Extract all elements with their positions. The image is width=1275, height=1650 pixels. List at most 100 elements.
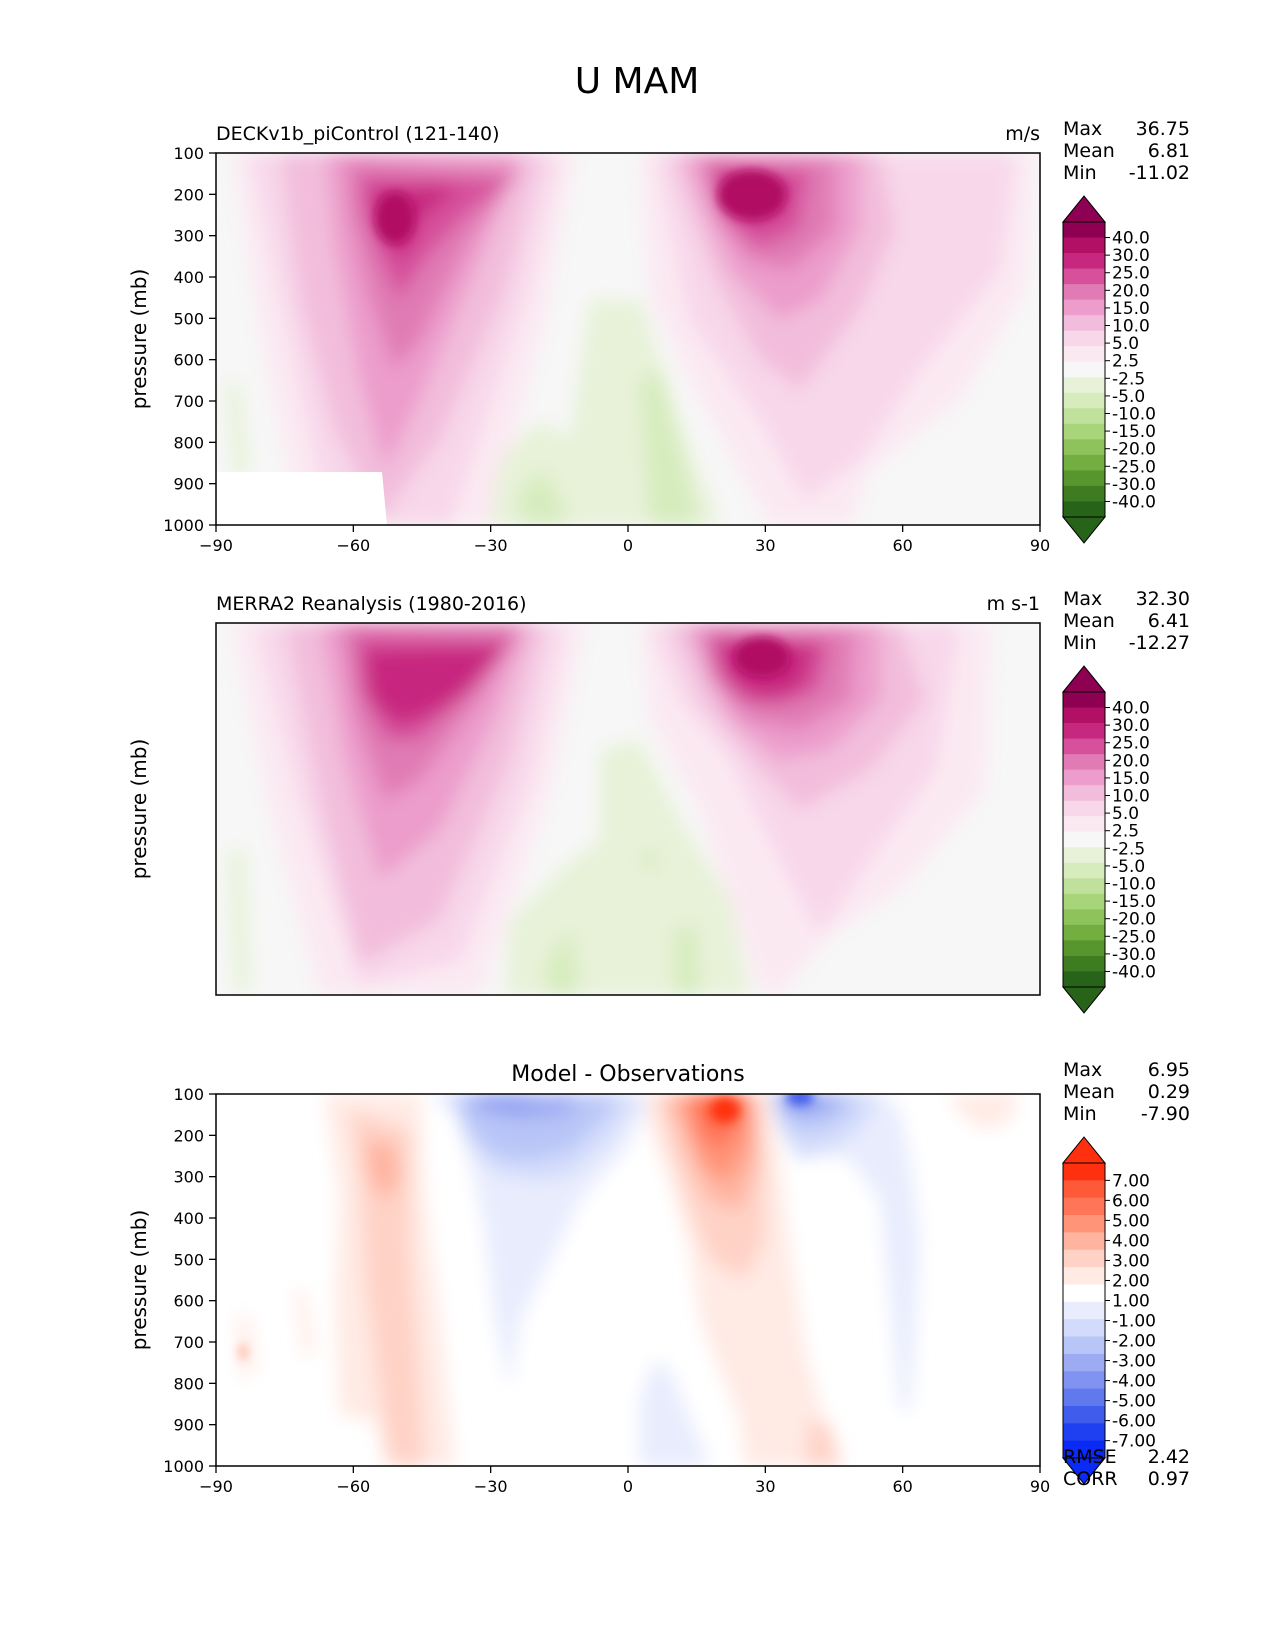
colorbar-label: 30.0	[1112, 246, 1150, 266]
stats-box: Max 6.95 Mean 0.29 Min -7.90	[1063, 1059, 1190, 1125]
colorbar-swatch	[1063, 800, 1105, 817]
colorbar-label: -2.00	[1112, 1332, 1156, 1352]
y-tick-label: 1000	[163, 516, 204, 535]
y-tick-label: 400	[173, 268, 204, 287]
colorbar-extend-max	[1061, 1136, 1107, 1164]
x-tick-label: 90	[1030, 1477, 1050, 1496]
y-tick-label: 200	[173, 185, 204, 204]
x-tick-label: 0	[623, 1477, 633, 1496]
colorbar-label: 7.00	[1112, 1171, 1150, 1191]
colorbar: 40.030.025.020.015.010.05.02.5-2.5-5.0-1…	[1061, 665, 1156, 1014]
colorbar-label: 3.00	[1112, 1251, 1150, 1271]
colorbar-extend-max	[1061, 665, 1107, 693]
y-tick-label: 200	[173, 1126, 204, 1145]
stat-label: Min	[1063, 1103, 1097, 1125]
colorbar-swatch	[1063, 454, 1105, 471]
colorbar-label: -10.0	[1112, 404, 1156, 424]
colorbar-swatch	[1063, 330, 1105, 347]
plot-frame	[215, 1093, 1041, 1467]
stat-value: 2.42	[1148, 1446, 1190, 1468]
colorbar-label: -1.00	[1112, 1312, 1156, 1332]
y-tick-label: 1000	[163, 1457, 204, 1476]
colorbar-swatch	[1063, 862, 1105, 879]
panel-title: Model - Observations	[511, 1062, 744, 1087]
colorbar-swatch	[1063, 1319, 1105, 1338]
colorbar-swatch	[1063, 785, 1105, 802]
colorbar-swatch	[1063, 237, 1105, 254]
colorbar-label: 6.00	[1112, 1191, 1150, 1211]
x-tick-label: 60	[892, 1477, 912, 1496]
contour-field-difference	[216, 1094, 1040, 1466]
colorbar-swatch	[1063, 1388, 1105, 1407]
colorbar-swatch	[1063, 1267, 1105, 1285]
colorbar-label: 2.5	[1112, 822, 1139, 842]
colorbar-label: -7.00	[1112, 1432, 1156, 1452]
colorbar-label: -5.00	[1112, 1392, 1156, 1412]
colorbar-label: 2.5	[1112, 352, 1139, 372]
stat-value: 0.29	[1148, 1081, 1190, 1103]
colorbar-label: 40.0	[1112, 699, 1150, 719]
stat-label: Max	[1063, 588, 1102, 610]
colorbar-label: 5.00	[1112, 1211, 1150, 1231]
colorbar-swatch	[1063, 831, 1105, 848]
colorbar-swatch	[1063, 1197, 1105, 1216]
colorbar-swatch	[1063, 1249, 1105, 1268]
colorbar-frame	[1062, 1162, 1106, 1459]
colorbar-label: 10.0	[1112, 317, 1150, 337]
x-axis: −90 −60 −30 0 30 60 90	[199, 525, 1050, 555]
y-tick-label: 700	[173, 1333, 204, 1352]
colorbar-label: -30.0	[1112, 475, 1156, 495]
colorbar-label: 5.0	[1112, 334, 1139, 354]
colorbar-swatch	[1063, 1405, 1105, 1424]
y-tick-label: 100	[173, 144, 204, 163]
stat-value: 0.97	[1148, 1468, 1190, 1490]
colorbar-swatch	[1063, 847, 1105, 864]
units-label: m s-1	[987, 593, 1040, 615]
x-axis: −90 −60 −30 0 30 60 90	[199, 1466, 1050, 1496]
x-tick-label: 30	[755, 1477, 775, 1496]
colorbar-label: -6.00	[1112, 1412, 1156, 1432]
colorbar-swatch	[1063, 1180, 1105, 1199]
colorbar-label: 25.0	[1112, 264, 1150, 284]
colorbar-label: -4.00	[1112, 1372, 1156, 1392]
y-tick-label: 600	[173, 1292, 204, 1311]
stat-label: RMSE	[1063, 1446, 1117, 1468]
stat-value: -7.90	[1141, 1103, 1190, 1125]
colorbar-label: 15.0	[1112, 769, 1150, 789]
y-tick-label: 900	[173, 475, 204, 494]
colorbar-swatch	[1063, 955, 1105, 972]
colorbar-label: -3.00	[1112, 1352, 1156, 1372]
stat-value: -11.02	[1129, 162, 1190, 184]
colorbar-label: -30.0	[1112, 945, 1156, 965]
x-tick-label: −30	[474, 536, 508, 555]
colorbar-label: -5.0	[1112, 857, 1145, 877]
colorbar-label: 40.0	[1112, 229, 1150, 249]
x-tick-label: 0	[623, 536, 633, 555]
colorbar-label: 2.00	[1112, 1271, 1150, 1291]
y-axis-label: pressure (mb)	[127, 739, 151, 880]
y-tick-label: 500	[173, 309, 204, 328]
stats-box: Max 36.75 Mean 6.81 Min -11.02	[1063, 118, 1190, 184]
colorbar-swatch	[1063, 924, 1105, 941]
colorbar-label: -20.0	[1112, 910, 1156, 930]
contour-field-observations	[216, 623, 1040, 995]
y-tick-label: 100	[173, 1085, 204, 1104]
figure-title: U MAM	[575, 61, 700, 102]
colorbar-label: -15.0	[1112, 422, 1156, 442]
colorbar-extend-max	[1061, 195, 1107, 223]
colorbar-swatch	[1063, 361, 1105, 378]
panel-difference: Model - Observations pressure (mb) Max 6…	[127, 1059, 1190, 1490]
colorbar-swatch	[1063, 1440, 1105, 1459]
stat-label: Mean	[1063, 1081, 1115, 1103]
colorbar-swatch	[1063, 1371, 1105, 1390]
colorbar-label: 4.00	[1112, 1231, 1150, 1251]
colorbar-swatch	[1063, 971, 1105, 988]
colorbar-swatch	[1063, 268, 1105, 285]
y-tick-label: 300	[173, 1168, 204, 1187]
colorbar-label: -40.0	[1112, 492, 1156, 512]
colorbar-label: 15.0	[1112, 299, 1150, 319]
x-tick-label: −30	[474, 1477, 508, 1496]
colorbar-label: 30.0	[1112, 716, 1150, 736]
